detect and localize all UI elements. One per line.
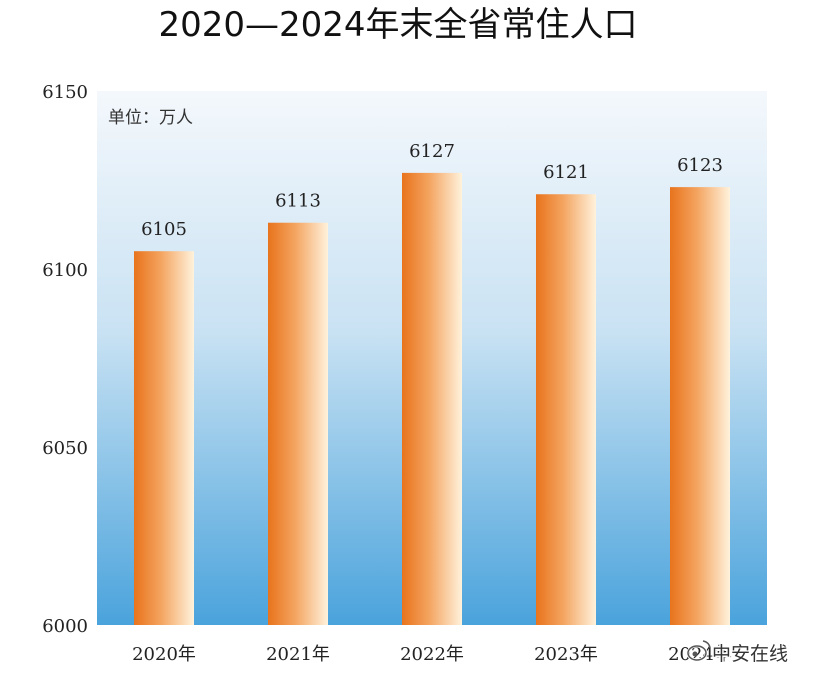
- bar: [268, 222, 328, 625]
- x-tick-label: 2024年: [668, 644, 732, 665]
- x-tick-label: 2023年: [534, 644, 598, 665]
- weibo-icon: [686, 640, 711, 662]
- bar: [134, 251, 194, 625]
- value-labels: 6105 6113 6127 6121 6123: [141, 141, 723, 240]
- bar: [536, 194, 596, 626]
- bar: [402, 172, 462, 625]
- unit-label: 单位：万人: [108, 108, 193, 128]
- watermark: 中安在线 中安在线: [686, 640, 790, 667]
- bar-value-label: 6123: [677, 155, 723, 176]
- x-axis: 2020年 2021年 2022年 2023年 2024年: [132, 644, 732, 665]
- bar-value-label: 6105: [141, 219, 187, 240]
- y-tick-label: 6050: [42, 438, 88, 459]
- y-tick-label: 6150: [42, 82, 88, 103]
- y-tick-label: 6000: [42, 616, 88, 637]
- chart-title: 2020—2024年末全省常住人口: [158, 5, 637, 45]
- y-tick-label: 6100: [42, 260, 88, 281]
- y-axis: 6000 6050 6100 6150: [42, 82, 88, 637]
- bar: [670, 187, 730, 625]
- x-tick-label: 2021年: [266, 644, 330, 665]
- bar-value-label: 6113: [275, 191, 321, 212]
- bar-value-label: 6127: [409, 141, 455, 162]
- x-tick-label: 2022年: [400, 644, 464, 665]
- watermark-text: 中安在线: [712, 643, 788, 665]
- bar-series: [134, 172, 730, 626]
- watermark-text-overlay: 中安在线: [712, 643, 788, 665]
- bar-value-label: 6121: [543, 162, 589, 183]
- x-tick-label: 2020年: [132, 644, 196, 665]
